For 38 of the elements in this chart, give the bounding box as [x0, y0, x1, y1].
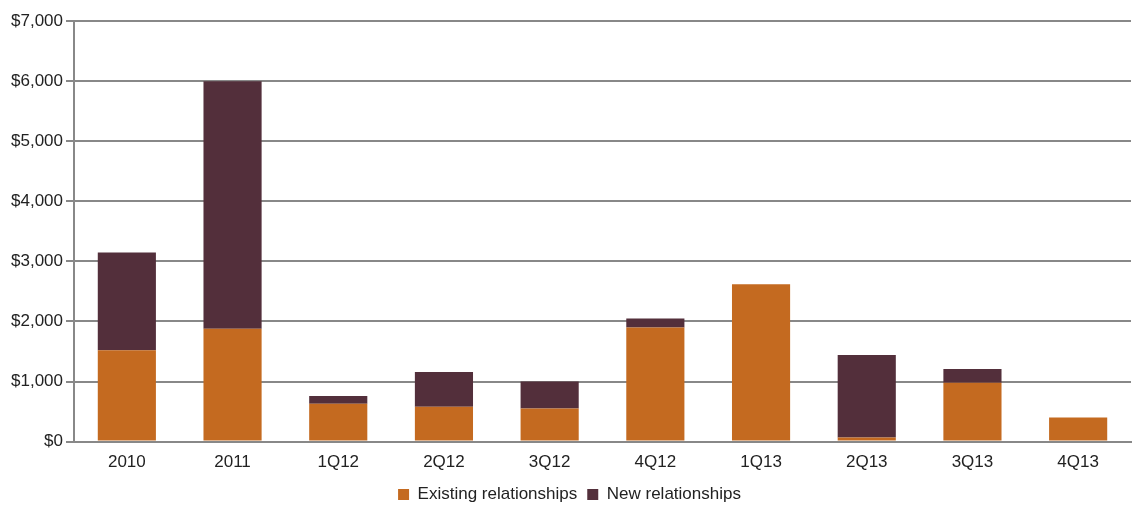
x-tick-label: 3Q13 — [951, 452, 994, 472]
bar — [203, 81, 262, 329]
x-tick-label: 1Q13 — [740, 452, 782, 472]
x-tick-label: 1Q12 — [317, 452, 360, 472]
y-tick-label: $1,000 — [11, 371, 63, 391]
bar — [309, 395, 368, 404]
bar — [309, 403, 368, 441]
bar — [414, 371, 474, 407]
bar — [97, 350, 156, 441]
y-tick-label: $2,000 — [11, 311, 63, 331]
y-tick-label: $4,000 — [11, 191, 63, 211]
legend-label: New relationships — [606, 484, 741, 504]
x-tick-label: 2Q13 — [845, 452, 888, 472]
y-tick-label: $6,000 — [11, 70, 63, 90]
bar — [1049, 417, 1108, 441]
x-tick-label: 2011 — [214, 452, 251, 472]
bar — [731, 284, 791, 441]
x-tick-label: 3Q12 — [528, 452, 571, 472]
y-tick-label: $3,000 — [11, 251, 63, 271]
y-tick-label: $5,000 — [11, 131, 63, 150]
y-tick-label: $0 — [44, 431, 63, 451]
bar — [203, 328, 262, 441]
x-tick-label: 2010 — [107, 452, 146, 472]
bar — [837, 437, 896, 441]
bar — [943, 382, 1002, 441]
x-tick-label: 2Q12 — [423, 452, 465, 472]
y-tick-label: $7,000 — [11, 10, 63, 30]
bar — [414, 406, 474, 441]
bar — [97, 252, 156, 351]
bar — [626, 318, 685, 328]
bar — [837, 355, 896, 438]
legend-label: Existing relationships — [417, 484, 578, 504]
bar — [943, 368, 1002, 383]
x-tick-label: 4Q12 — [634, 452, 677, 472]
bar — [626, 327, 685, 441]
bar — [520, 381, 579, 409]
bar — [520, 408, 579, 441]
x-tick-label: 4Q13 — [1057, 452, 1099, 472]
